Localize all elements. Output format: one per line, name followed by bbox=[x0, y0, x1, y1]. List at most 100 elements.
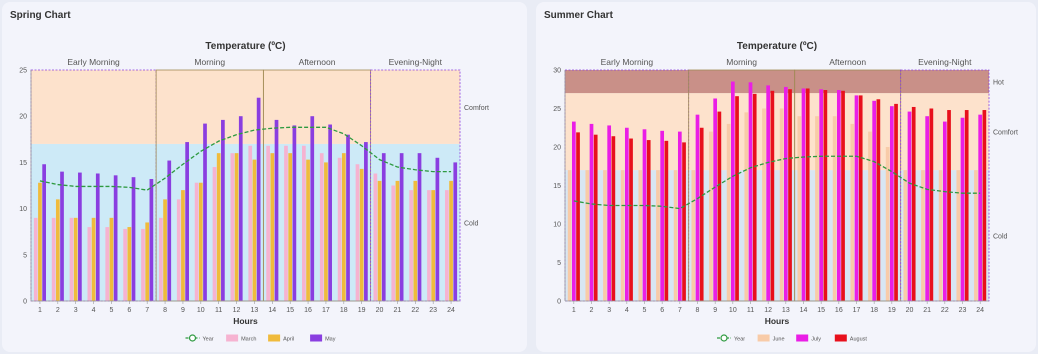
x-tick-label: 12 bbox=[764, 307, 772, 314]
bar-july-15 bbox=[819, 89, 824, 301]
zone-label: Hot bbox=[993, 80, 1004, 87]
bar-march-13 bbox=[248, 145, 253, 301]
bar-march-20 bbox=[373, 173, 378, 301]
bar-august-8 bbox=[699, 127, 704, 301]
bar-may-1 bbox=[42, 164, 46, 301]
bar-may-6 bbox=[131, 177, 136, 301]
x-tick-label: 24 bbox=[976, 307, 984, 314]
bar-august-3 bbox=[611, 136, 616, 301]
bar-july-1 bbox=[571, 121, 576, 301]
bar-june-15 bbox=[815, 116, 819, 301]
bar-may-11 bbox=[221, 119, 225, 301]
bar-july-23 bbox=[960, 117, 965, 302]
bar-july-2 bbox=[589, 123, 594, 302]
bar-june-8 bbox=[691, 170, 696, 301]
x-tick-label: 21 bbox=[923, 307, 931, 314]
legend-label: March bbox=[241, 337, 256, 343]
y-tick-label: 10 bbox=[553, 222, 561, 229]
bar-april-14 bbox=[270, 153, 275, 301]
legend-swatch-june bbox=[757, 334, 770, 342]
bar-august-24 bbox=[982, 110, 987, 301]
period-label: Morning bbox=[726, 57, 757, 67]
bar-march-23 bbox=[427, 190, 431, 301]
bar-july-9 bbox=[713, 98, 718, 302]
bar-august-21 bbox=[929, 108, 934, 301]
x-tick-label: 12 bbox=[233, 307, 241, 314]
bar-may-21 bbox=[399, 153, 404, 301]
x-tick-label: 7 bbox=[145, 307, 149, 314]
bar-july-21 bbox=[925, 116, 930, 301]
bar-july-17 bbox=[854, 95, 859, 301]
panel-title: Spring Chart bbox=[10, 10, 71, 21]
bar-may-12 bbox=[238, 116, 243, 301]
x-tick-label: 17 bbox=[853, 307, 861, 314]
bar-june-14 bbox=[797, 116, 802, 301]
bar-august-12 bbox=[770, 90, 775, 301]
bar-march-21 bbox=[391, 185, 396, 301]
bar-march-4 bbox=[87, 227, 92, 301]
summer-chart-panel: Summer Chart Early Morning Morning Afterno… bbox=[536, 2, 1036, 352]
zone-label: Cold bbox=[464, 220, 479, 227]
x-tick-label: 1 bbox=[38, 307, 42, 314]
x-tick-label: 14 bbox=[800, 307, 808, 314]
x-tick-label: 15 bbox=[286, 307, 294, 314]
bar-april-10 bbox=[198, 182, 203, 301]
bar-july-22 bbox=[942, 121, 947, 301]
bar-august-16 bbox=[841, 90, 845, 301]
x-tick-label: 18 bbox=[870, 307, 878, 314]
x-tick-label: 18 bbox=[340, 307, 348, 314]
x-tick-label: 9 bbox=[713, 307, 717, 314]
x-tick-label: 19 bbox=[888, 307, 896, 314]
bar-june-21 bbox=[921, 170, 925, 301]
x-tick-label: 1 bbox=[572, 307, 576, 314]
y-tick-label: 5 bbox=[23, 252, 27, 259]
zone-band-cold bbox=[31, 143, 460, 301]
x-tick-label: 15 bbox=[817, 307, 825, 314]
bar-april-12 bbox=[234, 153, 239, 301]
x-tick-label: 19 bbox=[358, 307, 366, 314]
bar-july-7 bbox=[677, 131, 682, 301]
bar-june-12 bbox=[762, 108, 766, 301]
y-tick-label: 25 bbox=[553, 106, 561, 113]
bar-august-22 bbox=[947, 110, 951, 301]
bar-june-13 bbox=[779, 108, 784, 301]
bar-june-7 bbox=[673, 170, 678, 301]
bar-august-2 bbox=[593, 134, 598, 301]
bar-may-16 bbox=[310, 116, 315, 301]
bar-june-19 bbox=[885, 147, 890, 301]
bar-april-3 bbox=[73, 217, 78, 301]
y-tick-label: 10 bbox=[19, 206, 27, 213]
y-tick-label: 30 bbox=[553, 68, 561, 75]
bar-august-7 bbox=[682, 142, 686, 301]
bar-march-15 bbox=[284, 145, 288, 301]
legend-swatch-april bbox=[268, 334, 281, 342]
x-tick-label: 11 bbox=[747, 307, 754, 314]
legend-label: Year bbox=[203, 337, 214, 343]
bar-july-6 bbox=[660, 130, 665, 301]
x-tick-label: 6 bbox=[127, 307, 131, 314]
legend-label: June bbox=[773, 337, 785, 343]
bar-august-15 bbox=[823, 90, 828, 302]
panel-title: Summer Chart bbox=[544, 10, 613, 21]
bar-july-16 bbox=[836, 90, 841, 302]
bar-april-6 bbox=[127, 227, 132, 301]
bar-june-1 bbox=[567, 170, 572, 301]
bar-june-17 bbox=[850, 123, 855, 302]
bar-june-22 bbox=[938, 170, 943, 301]
bar-july-13 bbox=[783, 86, 788, 301]
bar-august-17 bbox=[858, 95, 863, 301]
bar-april-8 bbox=[163, 199, 167, 301]
bar-march-17 bbox=[319, 153, 324, 301]
bar-july-4 bbox=[624, 127, 629, 301]
bar-march-19 bbox=[355, 164, 360, 301]
bar-june-18 bbox=[868, 131, 872, 301]
bar-may-14 bbox=[274, 119, 279, 301]
zone-label: Comfort bbox=[993, 130, 1018, 137]
zone-band-comfort bbox=[31, 70, 460, 144]
bar-june-16 bbox=[832, 116, 837, 301]
zone-band-comfort bbox=[565, 93, 989, 171]
bar-march-8 bbox=[159, 217, 163, 301]
x-tick-label: 23 bbox=[429, 307, 437, 314]
x-tick-label: 14 bbox=[268, 307, 276, 314]
bar-july-8 bbox=[695, 114, 700, 301]
